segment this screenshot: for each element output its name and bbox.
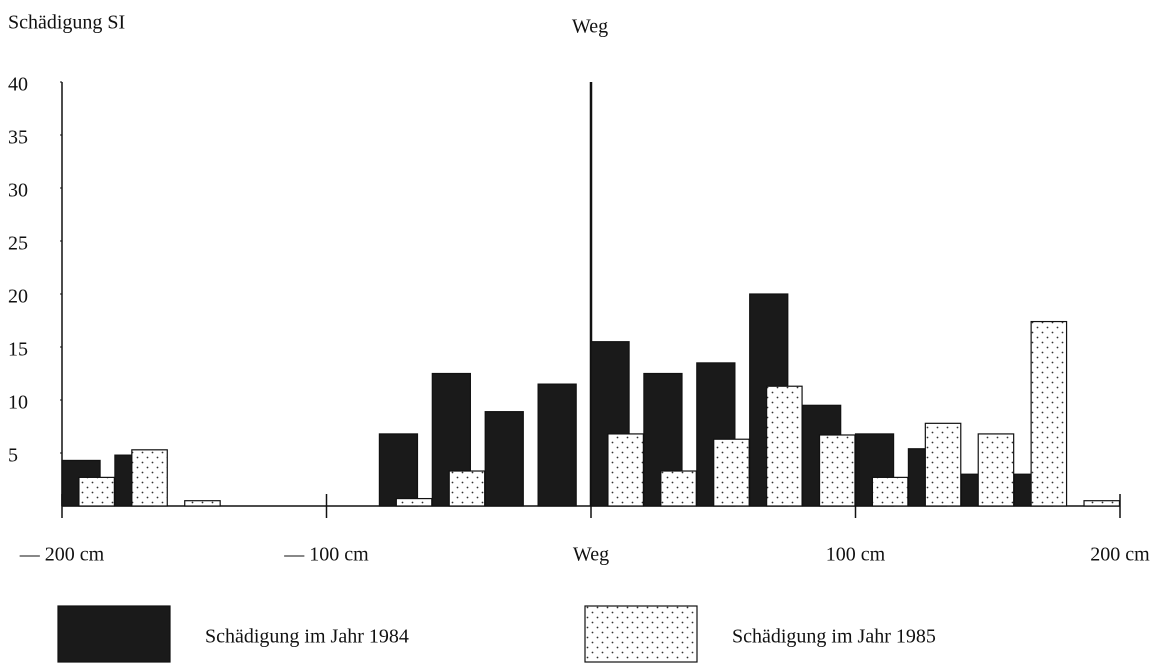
bar <box>1083 500 1121 507</box>
bar <box>184 500 221 507</box>
x-tick-label: — 200 cm <box>19 544 105 566</box>
y-tick-label: 5 <box>8 445 18 467</box>
x-tick-label: Weg <box>573 544 609 566</box>
legend-swatch <box>57 605 171 663</box>
bar <box>607 433 644 507</box>
bar <box>871 476 909 507</box>
bar <box>78 476 115 507</box>
x-tick-label: 100 cm <box>826 544 886 566</box>
x-tick-label: 200 cm <box>1090 544 1150 566</box>
bar <box>378 433 419 507</box>
bar <box>395 497 433 507</box>
bar <box>924 422 962 507</box>
y-tick-label: 15 <box>8 339 28 361</box>
bar <box>131 449 168 507</box>
legend-label: Schädigung im Jahr 1984 <box>205 626 409 648</box>
y-tick-label: 35 <box>8 127 28 149</box>
bar <box>660 470 697 507</box>
bar <box>977 433 1015 507</box>
bar <box>1030 320 1068 507</box>
bar <box>537 383 577 507</box>
bar <box>713 438 750 507</box>
x-tick-label: — 100 cm <box>283 544 369 566</box>
bar <box>818 434 856 507</box>
y-tick-label: 30 <box>8 180 28 202</box>
y-tick-label: 40 <box>8 74 28 96</box>
legend-swatch <box>584 605 698 663</box>
legend-label: Schädigung im Jahr 1985 <box>732 626 936 648</box>
bar <box>766 385 803 507</box>
y-axis-label: Schädigung SI <box>8 12 125 34</box>
bar <box>448 470 486 507</box>
annotation: Weg <box>572 16 608 38</box>
y-tick-label: 20 <box>8 286 28 308</box>
bar <box>484 411 524 507</box>
y-tick-label: 25 <box>8 233 28 255</box>
y-tick-label: 10 <box>8 392 28 414</box>
